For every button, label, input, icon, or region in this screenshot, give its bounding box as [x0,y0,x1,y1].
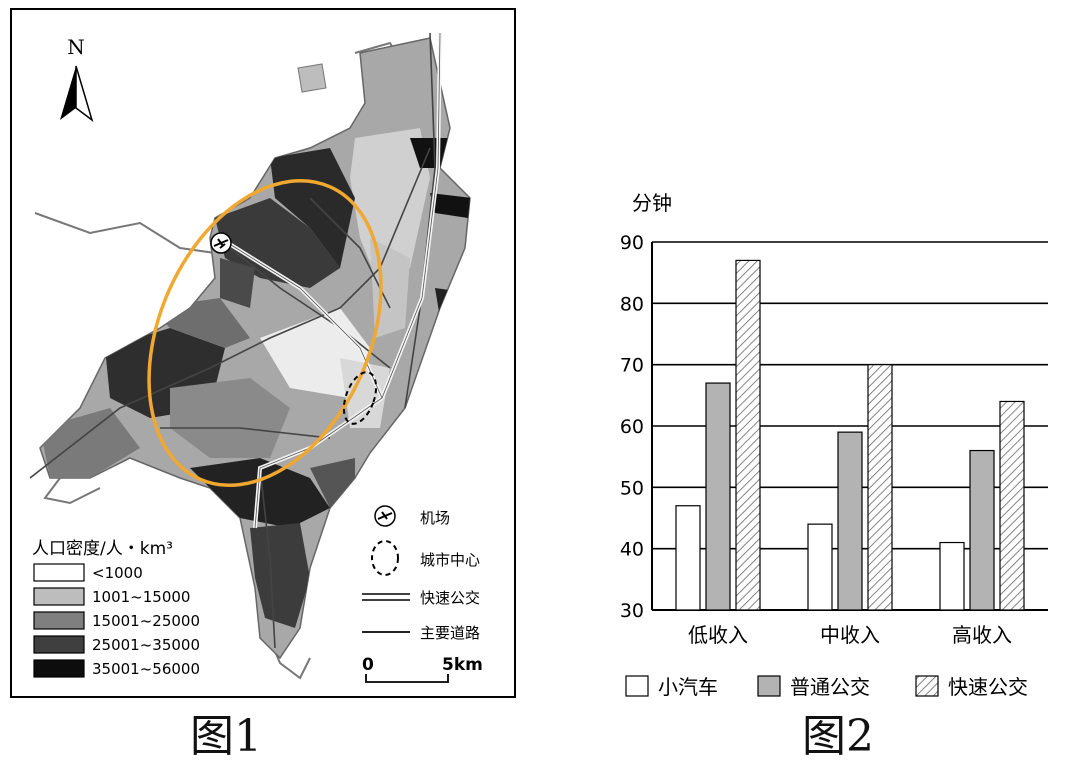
density-legend-swatch [33,563,85,582]
legend-label: 普通公交 [790,675,870,699]
legend-swatch [625,675,649,697]
y-tick-label: 50 [620,477,644,499]
y-tick-label: 60 [620,416,644,438]
city-map-svg: N 人口密度/人・km³ <1000 1001~15000 15001~25000 2… [10,8,516,698]
bar-chart-figure: 分钟 30 40 50 60 70 80 90 低收入 中收入 高收入 小汽车 普通公交 快速公交 [600,180,1070,710]
city-center-marker [342,371,378,425]
x-tick-label: 低收入 [688,623,748,647]
legend-swatch [757,675,781,697]
density-legend-swatch [33,659,85,678]
scale-end: 5km [442,655,483,675]
y-tick-label: 90 [620,232,644,254]
legend-airport-icon [374,505,396,527]
density-legend-swatch [33,611,85,630]
bar-3-3 [999,400,1025,611]
bar-1-1 [675,505,701,611]
y-tick-label: 30 [620,600,644,622]
city-map-figure: N 人口密度/人・km³ <1000 1001~15000 15001~25000 2… [10,8,516,698]
density-legend-label: 25001~35000 [92,636,200,654]
orange-ring [147,178,383,488]
legend-swatch [915,675,939,697]
density-legend-swatch [33,635,85,654]
north-label: N [67,35,85,59]
density-legend-label: <1000 [92,564,143,582]
bars [675,259,1025,611]
y-tick-label: 70 [620,355,644,377]
bar-1-3 [939,541,965,611]
legend-airport-label: 机场 [420,509,450,527]
y-tick-labels: 30 40 50 60 70 80 90 [620,232,644,622]
legend-city-center-label: 城市中心 [420,551,480,569]
bar-2-2 [837,431,863,611]
symbol-legend: 机场 城市中心 快速公交 主要道路 [362,505,480,642]
x-tick-labels: 低收入 中收入 高收入 [688,623,1012,647]
north-arrow-icon [60,65,94,122]
density-legend: <1000 1001~15000 15001~25000 25001~35000 350… [33,563,200,678]
scale-start: 0 [362,655,374,675]
y-axis-label: 分钟 [632,191,672,215]
airport-icon [210,232,232,254]
scale-bar: 0 5km [362,655,483,683]
figure2-caption: 图2 [802,711,874,762]
legend-label: 快速公交 [948,675,1028,699]
density-legend-title: 人口密度/人・km³ [32,539,173,559]
x-tick-label: 高收入 [952,623,1012,647]
density-legend-label: 1001~15000 [92,588,190,606]
figure1-caption: 图1 [190,711,262,762]
bar-chart-svg: 分钟 30 40 50 60 70 80 90 低收入 中收入 高收入 小汽车 普通公交 快速公交 [620,191,1048,699]
chart-legend: 小汽车 普通公交 快速公交 [625,675,1028,699]
legend-city-center-icon [371,540,399,576]
legend-brt-label: 快速公交 [420,589,480,607]
y-tick-label: 40 [620,539,644,561]
bar-2-1 [705,382,731,611]
density-legend-label: 15001~25000 [92,612,200,630]
bar-3-2 [867,364,893,611]
bar-1-2 [807,523,833,611]
bar-2-3 [969,449,995,611]
legend-brt-icon [362,593,410,601]
legend-road-label: 主要道路 [420,624,480,642]
map-district [297,63,327,93]
y-tick-label: 80 [620,293,644,315]
density-legend-swatch [33,587,85,606]
x-tick-label: 中收入 [820,623,880,647]
bar-3-1 [735,259,761,611]
density-legend-label: 35001~56000 [92,660,200,678]
legend-label: 小汽车 [658,675,718,699]
